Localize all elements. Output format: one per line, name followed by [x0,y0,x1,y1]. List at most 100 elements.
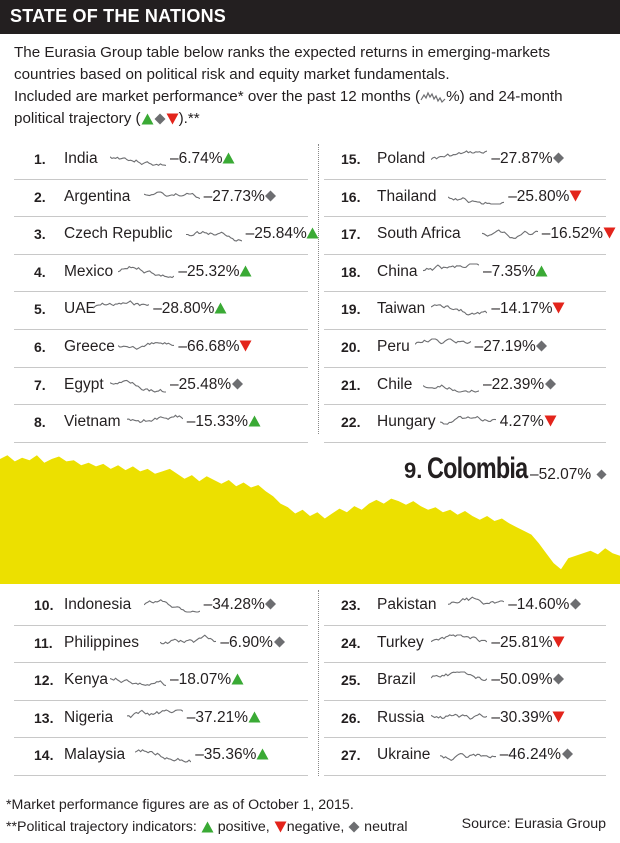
row-rank: 24. [341,634,361,651]
row-country: Malaysia [64,746,126,764]
row-country: Thailand [377,187,437,205]
diamond-icon [154,113,166,125]
sparkline-line [160,634,217,644]
table-row: 4. Mexico –25.32% [34,255,304,292]
row-percent: –22.39% [483,375,545,393]
row-rank: 7. [34,376,46,393]
row-sparkline [118,265,175,278]
intro-line-4: political trajectory ().** [14,108,606,130]
triangle-up-icon [306,227,319,239]
row-sparkline [110,677,166,687]
triangle-up-icon [248,415,261,427]
triangle-up-icon [201,821,214,833]
row-divider [14,329,308,330]
featured-title: 9. Colombia [404,452,555,486]
featured-country: Colombia [426,452,528,485]
footnote-positive: positive, [213,819,274,835]
diamond-icon [553,673,565,685]
row-percent: –34.28% [203,596,265,613]
diamond-icon [553,152,565,164]
row-rank: 21. [341,376,361,393]
row-rank: 2. [34,188,46,205]
sparkline-line [431,712,488,720]
row-country: Russia [377,708,425,726]
row-divider [14,699,308,701]
table-row: 15. Poland –27.87% [341,142,603,179]
row-divider [324,662,606,664]
row-sparkline [126,709,183,719]
sparkline-line [185,231,242,242]
table-row: 3. Czech Republic –25.84% [34,217,319,254]
row-rank: 4. [34,263,46,280]
row-rank: 20. [341,339,361,355]
featured-area [0,455,620,584]
sparkline-line [423,263,479,271]
diamond-icon [544,378,556,390]
row-divider [14,178,308,180]
page-title: STATE OF THE NATIONS [10,6,226,26]
row-rank: 14. [34,747,54,764]
sparkline-line [110,379,166,393]
table-row: 22. Hungary 4.27% [341,405,603,442]
diamond-icon [265,190,277,202]
row-divider [324,329,606,330]
diamond-icon [595,469,607,480]
row-percent: –6.74% [170,150,223,167]
row-percent: –25.81% [491,633,553,651]
row-country: Turkey [377,633,424,651]
row-sparkline [431,634,488,643]
sparkline-line [414,338,471,345]
row-rank: 10. [34,597,54,613]
row-country: Egypt [64,375,104,393]
column-divider-bottom [318,590,319,776]
sparkline-line [118,342,175,350]
row-rank: 17. [341,226,361,243]
row-country: Taiwan [377,300,426,318]
table-row: 25. Brazil –50.09% [341,663,603,700]
triangle-down-icon [239,340,252,352]
row-country: Poland [377,150,426,167]
sparkline-line [126,709,183,719]
intro-line-3a: Included are market performance* over th… [14,88,421,105]
table-row: 20. Peru –27.19% [341,330,603,367]
header-bar: STATE OF THE NATIONS [0,0,620,34]
row-country: Philippines [64,633,139,651]
row-country: South Africa [377,225,461,243]
sparkline-line [135,749,192,763]
triangle-up-icon [141,113,154,125]
row-sparkline [185,231,242,242]
table-row: 16. Thailand –25.80% [341,180,603,217]
row-rank: 3. [34,226,46,243]
row-divider [14,216,308,218]
sparkline-line [431,150,488,160]
diamond-icon [561,748,573,760]
table-row: 7. Egypt –25.48% [34,368,304,405]
table-row: 6. Greece –66.68% [34,330,304,367]
row-country: China [377,262,418,280]
table-row: 11. Philippines –6.90% [34,626,304,663]
sparkline-line [110,677,166,687]
row-rank: 23. [341,597,361,613]
row-percent: –6.90% [220,633,273,651]
diamond-icon [231,378,243,390]
row-sparkline [448,196,505,205]
row-country: Greece [64,338,115,355]
row-rank: 22. [341,414,361,431]
row-country: UAE [64,300,96,318]
row-divider [324,291,606,293]
featured-value: –52.07% [530,466,607,484]
table-row: 12. Kenya –18.07% [34,663,304,700]
row-divider [14,291,308,293]
row-percent: –7.35% [483,262,536,280]
row-divider [324,178,606,180]
row-divider [14,775,308,776]
row-rank: 11. [34,634,53,651]
diamond-icon [570,598,581,610]
sparkline-legend-icon [420,91,446,103]
row-percent: –28.80% [153,300,215,318]
sparkline-line [448,196,505,205]
row-percent: 4.27% [499,413,544,431]
table-row: 2. Argentina –27.73% [34,180,304,217]
sparkline-line [431,304,488,316]
row-sparkline [423,263,479,271]
